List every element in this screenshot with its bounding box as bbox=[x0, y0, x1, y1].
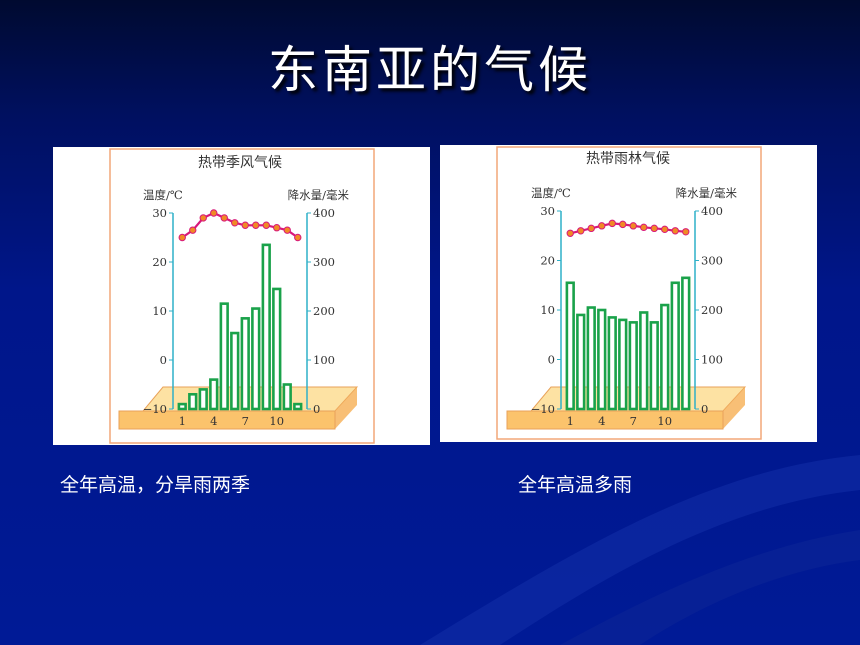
monsoon-temp-point bbox=[210, 209, 218, 217]
monsoon-temp-point bbox=[273, 224, 281, 232]
rainforest-ground-front bbox=[506, 410, 724, 430]
caption-rainforest: 全年高温多雨 bbox=[518, 474, 633, 496]
monsoon-ytick-right-label: 300 bbox=[313, 255, 335, 269]
rainforest-bar bbox=[660, 303, 670, 411]
rainforest-temp-point bbox=[598, 222, 606, 230]
rainforest-ytick-right-label: 300 bbox=[701, 254, 723, 268]
rainforest-ytick-left-label: 30 bbox=[540, 204, 555, 218]
monsoon-ytick-right-label: 400 bbox=[313, 206, 335, 220]
monsoon-temp-point bbox=[252, 221, 260, 229]
rainforest-ylabel-right: 降水量/毫米 bbox=[676, 186, 738, 200]
monsoon-bar bbox=[282, 383, 292, 411]
monsoon-ytick-left-label: 20 bbox=[152, 255, 167, 269]
rainforest-xtick-label: 1 bbox=[567, 414, 574, 428]
rainforest-ytick-right-label: 200 bbox=[701, 303, 723, 317]
rainforest-bar bbox=[565, 281, 575, 411]
rainforest-frame bbox=[496, 146, 762, 440]
monsoon-temp-point bbox=[199, 214, 207, 222]
monsoon-ytick-left-label: 0 bbox=[160, 353, 167, 367]
caption-monsoon: 全年高温，分旱雨两季 bbox=[60, 474, 251, 496]
rainforest-bar bbox=[576, 313, 586, 411]
monsoon-bar bbox=[293, 402, 303, 411]
rainforest-bar bbox=[586, 306, 596, 411]
monsoon-xtick-label: 4 bbox=[210, 414, 217, 428]
rainforest-ytick-right-label: 400 bbox=[701, 204, 723, 218]
rainforest-bar bbox=[639, 311, 649, 411]
rainforest-temp-point bbox=[566, 229, 574, 237]
monsoon-xtick-label: 10 bbox=[269, 414, 284, 428]
monsoon-temp-point bbox=[231, 219, 239, 227]
monsoon-ytick-right-label: 100 bbox=[313, 353, 335, 367]
rainforest-bar bbox=[607, 316, 617, 411]
monsoon-bar bbox=[219, 302, 229, 411]
monsoon-bar bbox=[198, 388, 208, 411]
rainforest-temp-point bbox=[619, 220, 627, 229]
rainforest-temp-point bbox=[587, 224, 595, 233]
rainforest-ground-top bbox=[529, 386, 747, 412]
monsoon-ylabel-right: 降水量/毫米 bbox=[288, 188, 350, 202]
monsoon-temp-line bbox=[181, 211, 299, 239]
rainforest-ytick-right-label: 0 bbox=[701, 402, 708, 416]
rainforest-bar bbox=[628, 321, 638, 411]
chart-panel-monsoon: 热带季风气候 温度/℃ 降水量/毫米 30 20 10 0 −10 400 300 200 100 0 1… bbox=[53, 147, 430, 445]
rainforest-title: 热带雨林气候 bbox=[586, 151, 670, 167]
monsoon-temp-point bbox=[283, 226, 291, 234]
monsoon-bar bbox=[188, 393, 198, 411]
monsoon-frame bbox=[109, 148, 375, 444]
rainforest-temp-point bbox=[629, 222, 637, 230]
monsoon-temp-point bbox=[262, 221, 270, 229]
monsoon-ylabel-left: 温度/℃ bbox=[143, 188, 183, 202]
rainforest-bar bbox=[649, 321, 659, 411]
monsoon-temp-point bbox=[189, 226, 197, 234]
rainforest-bar bbox=[681, 276, 691, 411]
rainforest-temp-point bbox=[608, 219, 616, 228]
monsoon-bar bbox=[251, 307, 261, 411]
monsoon-title: 热带季风气候 bbox=[198, 155, 282, 171]
rainforest-xtick-label: 4 bbox=[598, 414, 605, 428]
rainforest-xtick-label: 10 bbox=[657, 414, 672, 428]
rainforest-bar bbox=[597, 308, 607, 411]
monsoon-ground-top bbox=[141, 386, 359, 412]
monsoon-bar bbox=[240, 317, 250, 411]
rainforest-ytick-left-label: 10 bbox=[540, 303, 555, 317]
monsoon-temp-point bbox=[220, 214, 228, 222]
monsoon-temp-point bbox=[178, 233, 186, 242]
rainforest-xtick-label: 7 bbox=[630, 414, 637, 428]
monsoon-xtick-label: 7 bbox=[242, 414, 249, 428]
rainforest-temp-point bbox=[682, 228, 690, 236]
monsoon-ytick-right-label: 0 bbox=[313, 402, 320, 416]
monsoon-ground-front bbox=[118, 410, 336, 430]
rainforest-ylabel-left: 温度/℃ bbox=[531, 186, 571, 200]
monsoon-ytick-left-label: 10 bbox=[152, 304, 167, 318]
monsoon-temp-point bbox=[241, 221, 249, 229]
monsoon-ytick-left-label: 30 bbox=[152, 206, 167, 220]
rainforest-bar bbox=[670, 281, 680, 411]
rainforest-ytick-left-label: −10 bbox=[531, 402, 555, 416]
monsoon-bar bbox=[230, 331, 240, 411]
monsoon-bar bbox=[209, 378, 219, 411]
rainforest-bar bbox=[618, 318, 628, 411]
rainforest-temp-point bbox=[661, 225, 669, 234]
rainforest-ytick-right-label: 100 bbox=[701, 353, 723, 367]
monsoon-ytick-left-label: −10 bbox=[143, 402, 167, 416]
monsoon-bar bbox=[177, 402, 187, 411]
rainforest-temp-point bbox=[640, 223, 648, 232]
monsoon-temp-point bbox=[294, 233, 302, 242]
monsoon-bar bbox=[261, 243, 271, 411]
monsoon-ytick-right-label: 200 bbox=[313, 304, 335, 318]
chart-panel-rainforest: 热带雨林气候 温度/℃ 降水量/毫米 30 20 10 0 −10 400 300 200 100 0 1… bbox=[440, 145, 817, 442]
slide-title: 东南亚的气候 bbox=[268, 41, 592, 99]
rainforest-temp-point bbox=[650, 224, 658, 233]
rainforest-temp-point bbox=[577, 227, 585, 235]
monsoon-bar bbox=[272, 287, 282, 411]
rainforest-ytick-left-label: 20 bbox=[540, 254, 555, 268]
rainforest-ytick-left-label: 0 bbox=[548, 353, 555, 367]
monsoon-xtick-label: 1 bbox=[179, 414, 186, 428]
rainforest-temp-point bbox=[671, 227, 679, 235]
